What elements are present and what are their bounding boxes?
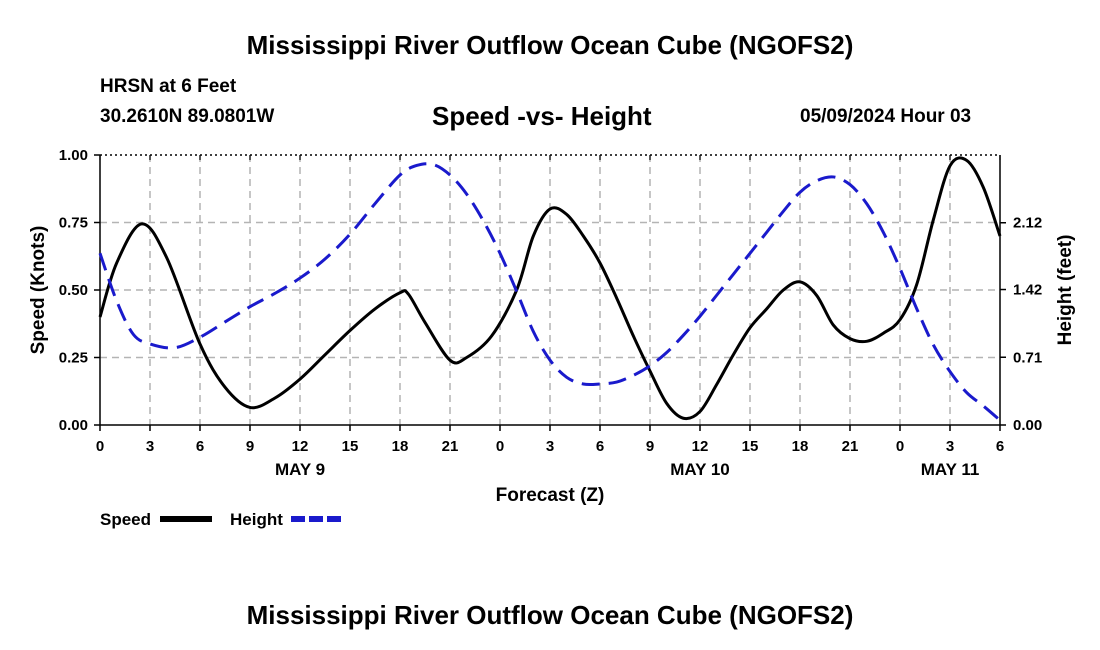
date-label: MAY 11	[921, 460, 980, 479]
footer-title: Mississippi River Outflow Ocean Cube (NG…	[246, 600, 854, 630]
date-label: MAY 9	[275, 460, 325, 479]
x-tick-label: 9	[646, 438, 654, 455]
y-tick-label: 0.75	[59, 215, 88, 232]
y2-tick-label: 0.00	[1013, 417, 1042, 434]
x-tick-label: 21	[442, 438, 459, 455]
y-tick-label: 0.00	[59, 417, 88, 434]
height-series-line	[98, 162, 1001, 422]
x-tick-label: 15	[742, 438, 759, 455]
coordinates-label: 30.2610N 89.0801W	[100, 106, 275, 127]
x-tick-label: 0	[496, 438, 504, 455]
y2-tick-label: 2.12	[1013, 215, 1042, 232]
y-tick-label: 0.25	[59, 350, 88, 367]
x-tick-label: 3	[546, 438, 554, 455]
y2-tick-label: 0.71	[1013, 349, 1042, 366]
x-tick-label: 18	[392, 438, 409, 455]
legend-label-speed: Speed	[100, 510, 151, 529]
x-tick-label: 18	[792, 438, 809, 455]
date-label: MAY 10	[670, 460, 730, 479]
x-tick-label: 6	[596, 438, 604, 455]
x-tick-label: 3	[146, 438, 154, 455]
legend-label-height: Height	[230, 510, 283, 529]
y2-axis-title: Height (feet)	[1055, 235, 1076, 346]
x-tick-label: 6	[196, 438, 204, 455]
x-tick-label: 3	[946, 438, 954, 455]
x-tick-label: 0	[896, 438, 904, 455]
station-label: HRSN at 6 Feet	[100, 76, 237, 97]
y-tick-label: 0.50	[59, 282, 88, 299]
speed-series-line	[98, 156, 1002, 421]
y-axis-title: Speed (Knots)	[28, 226, 49, 355]
chart-subtitle: Speed -vs- Height	[432, 101, 652, 131]
x-tick-label: 12	[292, 438, 309, 455]
y2-tick-label: 1.42	[1013, 282, 1042, 299]
x-tick-label: 15	[342, 438, 359, 455]
x-tick-label: 12	[692, 438, 709, 455]
forecast-timestamp: 05/09/2024 Hour 03	[800, 106, 972, 127]
x-tick-label: 0	[96, 438, 104, 455]
x-tick-label: 9	[246, 438, 254, 455]
chart-title: Mississippi River Outflow Ocean Cube (NG…	[246, 30, 854, 60]
x-axis-title: Forecast (Z)	[496, 485, 605, 506]
y-tick-label: 1.00	[59, 147, 88, 164]
x-tick-label: 21	[842, 438, 859, 455]
x-tick-label: 6	[996, 438, 1004, 455]
